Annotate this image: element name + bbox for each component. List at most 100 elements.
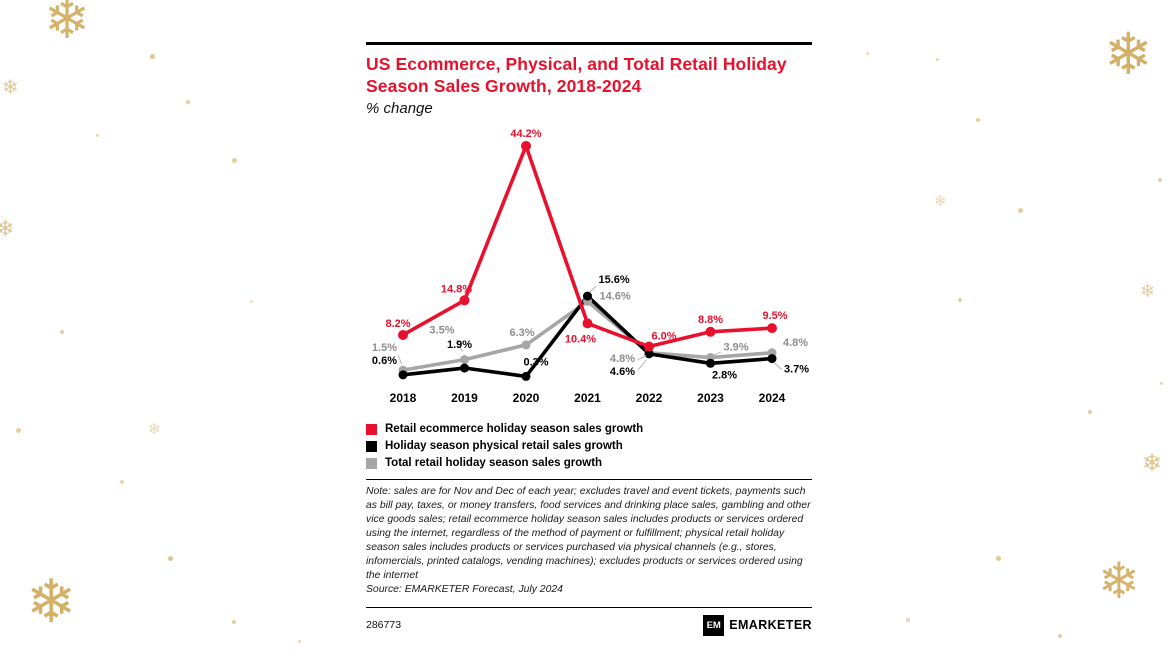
chart-card: US Ecommerce, Physical, and Total Retail… [366,42,812,636]
dot-decoration [1058,634,1062,638]
data-label: 8.8% [698,314,723,326]
dot-decoration [168,556,173,561]
data-label: 3.5% [429,325,454,337]
chart-id: 286773 [366,619,402,632]
data-label: 44.2% [510,128,541,140]
dot-decoration [186,100,190,104]
data-point [398,370,408,380]
x-axis-label: 2021 [574,391,601,405]
chart-title: US Ecommerce, Physical, and Total Retail… [366,54,787,96]
data-point [583,291,592,301]
dot-decoration [866,52,869,55]
data-point [460,363,469,373]
label-leader-line [589,285,597,293]
x-axis-label: 2019 [451,391,478,405]
snowflake-icon: ❄ [1104,22,1153,87]
data-label: 14.8% [441,284,472,296]
label-leader-line [774,362,782,371]
snowflake-icon: ❄ [934,193,947,210]
note-divider [366,479,812,481]
chart-legend: Retail ecommerce holiday season sales gr… [366,423,812,469]
dot-decoration [232,620,236,624]
dot-decoration [958,298,962,302]
legend-item: Holiday season physical retail sales gro… [366,440,812,452]
chart-canvas: 2018 2019 2020 2021 2022 2023 2024 1.5% 3.5% 6.3%… [372,128,809,405]
data-point [459,295,470,306]
data-point [521,372,531,382]
snowflake-icon: ❄ [2,77,19,99]
dot-decoration [96,134,99,137]
data-point [398,330,408,341]
dot-decoration [16,428,21,433]
emarketer-logo-text: EMARKETER [729,618,812,633]
label-leader-line [397,355,403,365]
data-label: 6.3% [509,327,534,339]
note-block: Note: sales are for Nov and Dec of each … [366,485,812,597]
legend-item: Total retail holiday season sales growth [366,457,812,469]
data-label: 0.3% [523,357,548,369]
x-axis-label: 2023 [697,391,724,405]
emarketer-logo-icon: EM [703,614,725,636]
emarketer-logo: EM EMARKETER [703,614,812,636]
data-point [521,340,531,350]
snowflake-icon: ❄ [0,216,15,241]
legend-swatch [366,423,377,435]
data-label: 1.5% [372,343,397,355]
snowflake-icon: ❄ [44,0,91,50]
x-axis-label: 2020 [513,391,540,405]
legend-label: Holiday season physical retail sales gro… [385,440,623,453]
footer-divider [366,606,812,608]
dot-decoration [232,158,237,163]
data-point [706,359,715,369]
legend-swatch [366,457,377,469]
label-leader-line [712,351,722,357]
snowflake-icon: ❄ [1140,281,1156,301]
x-axis-label: 2022 [636,391,663,405]
data-point [582,318,593,329]
dot-decoration [60,330,64,334]
dot-decoration [906,618,910,622]
data-label: 14.6% [600,291,631,303]
dot-decoration [120,480,124,484]
data-label: 15.6% [599,274,630,286]
dot-decoration [150,54,155,59]
snowflake-icon: ❄ [148,421,161,438]
line-chart: 2018 2019 2020 2021 2022 2023 2024 1.5% 3.5% 6.3%… [366,121,812,415]
chart-subtitle: % change [366,100,433,118]
data-point [644,349,654,359]
data-point [705,327,716,338]
card-top-rule [366,42,812,45]
label-leader-line [456,339,463,353]
x-axis-label: 2024 [759,391,786,405]
dot-decoration [250,300,253,303]
dot-decoration [936,58,939,61]
legend-swatch [366,440,377,452]
snowflake-icon: ❄ [1142,450,1163,477]
x-axis-label: 2018 [390,391,417,405]
dot-decoration [298,640,301,643]
data-label: 6.0% [651,331,676,343]
card-footer: 286773 EM EMARKETER [366,608,812,636]
data-label: 8.2% [385,318,410,330]
legend-label: Retail ecommerce holiday season sales gr… [385,423,644,436]
data-label: 1.9% [447,339,472,351]
legend-label: Total retail holiday season sales growth [385,457,603,470]
data-label: 4.8% [610,353,635,365]
dot-decoration [1088,410,1092,414]
data-point [460,355,469,365]
dot-decoration [996,556,1001,561]
dot-decoration [1018,208,1023,213]
dot-decoration [976,118,980,122]
dot-decoration [1158,178,1162,182]
label-leader-line [637,355,647,361]
snowflake-icon: ❄ [26,568,77,635]
snowflake-icon: ❄ [1098,553,1140,609]
data-point [644,341,654,352]
data-label: 10.4% [565,334,596,346]
data-label: 3.9% [724,342,749,354]
data-point [767,323,777,334]
data-label: 4.6% [610,366,635,378]
data-label: 9.5% [762,311,787,323]
data-label: 2.8% [712,370,737,382]
data-point [767,354,777,364]
